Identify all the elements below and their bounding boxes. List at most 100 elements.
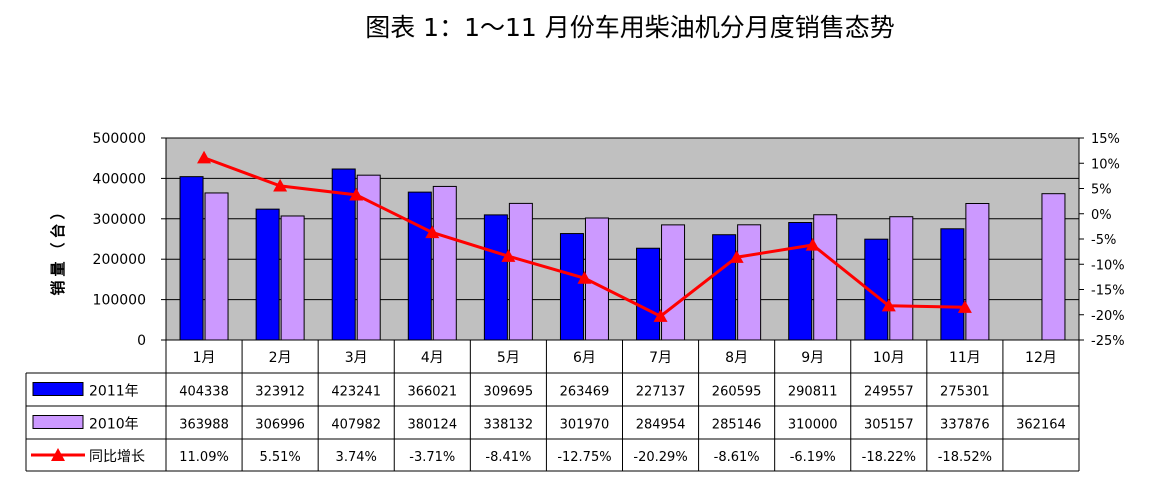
bar-2010	[204, 192, 229, 341]
category-label: 8月	[725, 350, 748, 366]
growth-point	[197, 150, 212, 164]
y2-tick-label: -15%	[1091, 284, 1125, 299]
category-label: 1月	[193, 350, 216, 366]
table-cell: 306996	[255, 418, 305, 433]
bar-2011	[940, 228, 965, 341]
table-cell: 263469	[560, 385, 610, 400]
bar-2010	[508, 202, 533, 341]
bar-2011	[407, 191, 432, 341]
table-cell: -6.19%	[790, 450, 836, 465]
growth-point	[957, 300, 972, 313]
bar-2011	[179, 176, 204, 341]
table-cell: -8.41%	[485, 450, 531, 465]
category-label: 10月	[873, 350, 905, 366]
y-tick-label: 100000	[93, 293, 146, 309]
y-axis-primary: 0 100000 200000 300000 400000 500000	[93, 131, 166, 349]
table-cell: 310000	[788, 418, 838, 433]
growth-point	[273, 178, 288, 192]
table-cell: -18.22%	[862, 450, 916, 465]
table-cell: 407982	[331, 418, 381, 433]
bar-2011	[483, 214, 508, 341]
y2-tick-label: 15%	[1091, 132, 1120, 147]
table-cell: 305157	[864, 418, 914, 433]
category-label: 5月	[497, 350, 520, 366]
table-cell: 380124	[407, 418, 457, 433]
table-cell: 338132	[484, 418, 534, 433]
growth-point	[729, 250, 744, 263]
y2-tick-label: -10%	[1091, 258, 1125, 273]
table-cell: 249557	[864, 385, 914, 400]
bar-2010	[280, 215, 305, 341]
bar-2010	[1041, 193, 1066, 341]
table-cell: 309695	[484, 385, 534, 400]
bar-2010	[661, 224, 686, 341]
category-label: 6月	[573, 350, 596, 366]
legend-label: 2011年	[89, 384, 139, 400]
table-cell: 363988	[179, 418, 229, 433]
growth-point	[425, 225, 440, 239]
gridlines	[166, 177, 1079, 301]
legend-key-marker	[51, 448, 65, 461]
category-label: 3月	[345, 350, 368, 366]
y-tick-label: 400000	[93, 171, 146, 187]
data-table: 1月 2月 3月 4月 5月 6月 7月 8月 9月 10月 11月 12月 2011年 404338 32…	[25, 339, 1080, 472]
category-label: 12月	[1025, 350, 1057, 366]
table-cell: 362164	[1016, 418, 1066, 433]
category-label: 7月	[649, 350, 672, 366]
table-cell: 323912	[255, 385, 305, 400]
table-cell: 3.74%	[336, 450, 377, 465]
bar-2011	[559, 233, 584, 341]
table-cell: 337876	[940, 418, 990, 433]
growth-point	[349, 187, 364, 201]
category-label: 11月	[949, 350, 981, 366]
table-cell: 301970	[560, 418, 610, 433]
y2-tick-label: 0%	[1091, 208, 1112, 223]
table-cell: 285146	[712, 418, 762, 433]
growth-point	[653, 309, 668, 322]
growth-point	[577, 271, 592, 284]
y2-tick-label: -25%	[1091, 334, 1125, 349]
growth-point	[501, 249, 516, 262]
growth-point	[881, 298, 896, 312]
table-cell: -18.52%	[938, 450, 992, 465]
table-cell: 11.09%	[179, 450, 229, 465]
bar-2010	[889, 216, 914, 341]
bars	[179, 168, 1066, 341]
bar-2010	[965, 202, 990, 341]
bar-2011	[712, 234, 737, 341]
table-cell: -12.75%	[557, 450, 611, 465]
bar-2010	[432, 185, 457, 341]
table-cell: 366021	[407, 385, 457, 400]
y2-tick-label: 10%	[1091, 157, 1120, 172]
legend-label: 同比增长	[89, 449, 145, 465]
y2-tick-label: -20%	[1091, 309, 1125, 324]
category-label: 4月	[421, 350, 444, 366]
y-tick-label: 0	[137, 333, 146, 349]
growth-line	[197, 150, 972, 322]
table-cell: 260595	[712, 385, 762, 400]
table-cell: 227137	[636, 385, 686, 400]
y-axis-secondary: 15% 10% 5% 0% -5% -10% -15% -20% -25%	[1078, 132, 1125, 349]
bar-2011	[788, 222, 813, 341]
bar-2011	[255, 208, 280, 341]
y2-tick-label: 5%	[1091, 183, 1112, 198]
legend-label: 2010年	[89, 417, 139, 433]
bar-2011	[636, 247, 661, 341]
category-label: 9月	[801, 350, 824, 366]
legend-key	[32, 415, 84, 429]
bar-2010	[737, 224, 762, 341]
y-tick-label: 200000	[93, 252, 146, 268]
table-cell: 275301	[940, 385, 990, 400]
y-tick-label: 500000	[93, 131, 146, 147]
table-cell: -8.61%	[714, 450, 760, 465]
bar-2010	[813, 214, 838, 341]
table-cell: 284954	[636, 418, 686, 433]
table-cell: 423241	[331, 385, 381, 400]
y-tick-label: 300000	[93, 212, 146, 228]
table-cell: 5.51%	[259, 450, 300, 465]
table-cell: 290811	[788, 385, 838, 400]
legend-key	[32, 382, 84, 396]
y2-tick-label: -5%	[1091, 233, 1116, 248]
table-cell: -3.71%	[409, 450, 455, 465]
